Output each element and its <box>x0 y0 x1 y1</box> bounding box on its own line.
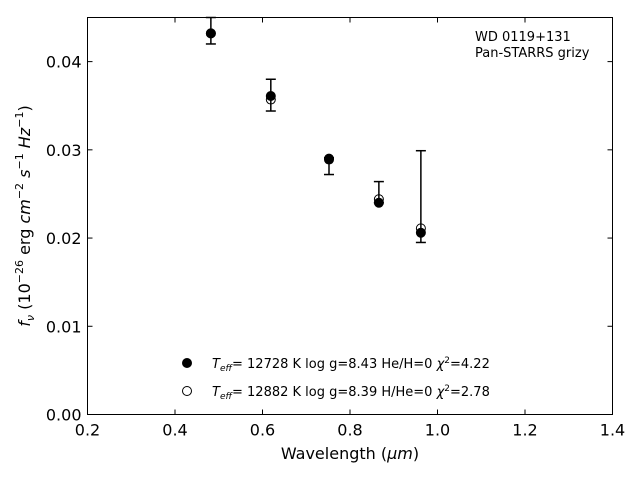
point-open <box>205 28 216 39</box>
x-tick-label: 1.2 <box>512 421 537 440</box>
errorbars-layer <box>205 16 426 244</box>
points-layer <box>205 28 426 238</box>
y-tick-label: 0.03 <box>46 141 82 160</box>
observed-errorbar <box>415 149 426 244</box>
x-axis-label: Wavelength (μm) <box>281 444 419 463</box>
x-tick-label: 0.6 <box>250 421 275 440</box>
y-tick-label: 0.02 <box>46 229 82 248</box>
y-axis-label: fν (10−26 erg cm−2 s−1 Hz−1) <box>13 105 37 326</box>
annotation-line-2: Pan-STARRS grizy <box>475 46 590 61</box>
point-filled <box>373 197 384 208</box>
y-tick-label: 0.00 <box>46 406 82 425</box>
x-tick-label: 0.4 <box>162 421 187 440</box>
point-open <box>415 223 426 234</box>
y-tick-label: 0.01 <box>46 317 82 336</box>
point-open <box>265 94 276 105</box>
annotation-line-1: WD 0119+131 <box>475 30 571 45</box>
y-tick-label: 0.04 <box>46 53 82 72</box>
legend-marker-filled <box>182 358 192 368</box>
x-tick-label: 0.2 <box>75 421 100 440</box>
point-filled <box>265 91 276 102</box>
x-tick-label: 0.8 <box>337 421 362 440</box>
legend-entry-2: Teff= 12882 K log g=8.39 H/He=0 χ2=2.78 <box>212 384 490 402</box>
legend-marker-open <box>182 386 192 396</box>
x-tick-label: 1.0 <box>425 421 450 440</box>
legend-entry-1: Teff= 12728 K log g=8.43 He/H=0 χ2=4.22 <box>212 356 490 374</box>
x-tick-label: 1.4 <box>600 421 625 440</box>
point-open <box>324 154 334 165</box>
legend: Teff= 12728 K log g=8.43 He/H=0 χ2=4.22 … <box>182 356 490 402</box>
point-open <box>373 194 384 205</box>
plot-frame <box>87 17 613 415</box>
ticks-layer: 0.2 0.4 0.6 0.8 1.0 1.2 1.4 0.00 0.01 0.02 0.03 0.0… <box>46 17 625 440</box>
